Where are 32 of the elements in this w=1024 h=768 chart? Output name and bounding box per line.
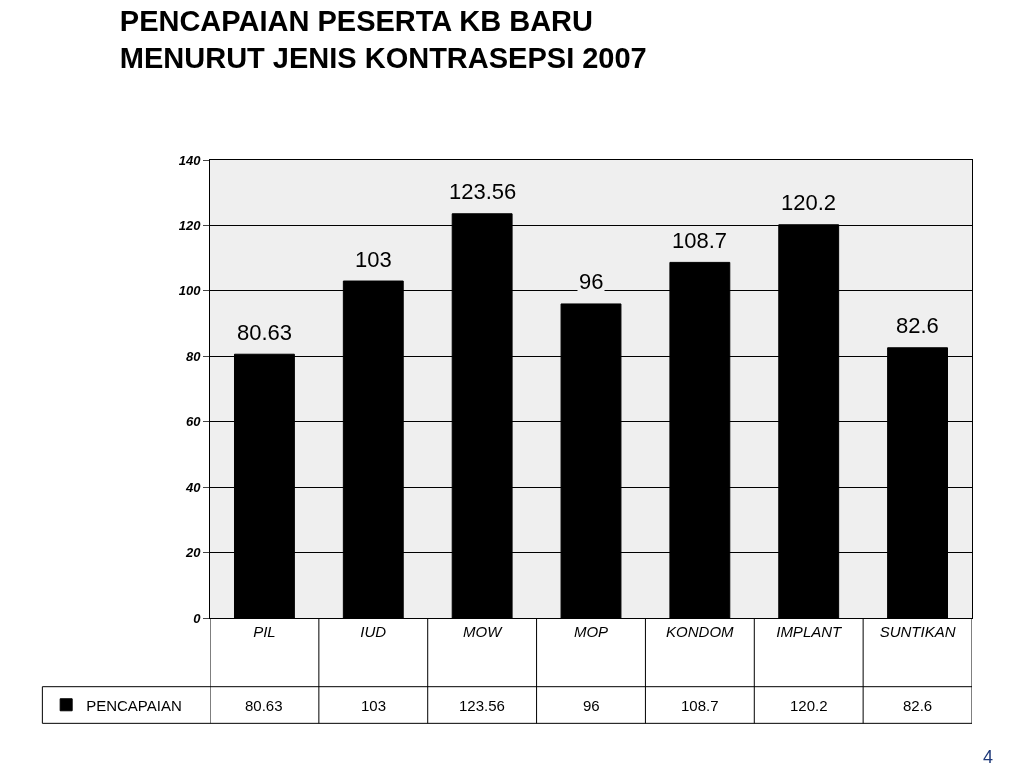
data-label: 108.7 bbox=[681, 697, 719, 714]
y-tick-label: 40 bbox=[184, 479, 202, 495]
data-label: 80.63 bbox=[245, 697, 283, 714]
text: 4 bbox=[983, 747, 994, 767]
annotation: 96 bbox=[579, 269, 604, 294]
y-tick-label: 100 bbox=[178, 283, 202, 299]
y-tick-label: 120 bbox=[178, 217, 202, 233]
y-tick-label: 60 bbox=[185, 414, 202, 430]
annotation: 108.7 bbox=[672, 228, 728, 253]
legend-label: PENCAPAIAN bbox=[86, 696, 182, 714]
data-label: 96 bbox=[583, 697, 600, 714]
data-label: 123.56 bbox=[459, 697, 505, 714]
data-label: 82.6 bbox=[903, 697, 933, 714]
y-tick-label: 20 bbox=[184, 545, 202, 561]
x-tick-label: SUNTIKAN bbox=[879, 623, 956, 640]
x-tick-label: PIL bbox=[253, 623, 276, 640]
y-tick-label: 0 bbox=[193, 610, 202, 626]
x-tick-label: KONDOM bbox=[666, 623, 735, 640]
x-tick-label: IUD bbox=[360, 623, 387, 640]
annotation: 120.2 bbox=[781, 190, 837, 215]
chart-title: PENCAPAIAN PESERTA KB BARU MENURUT JENIS KONTRASEPSI 2007 bbox=[119, 4, 647, 75]
annotation: 82.6 bbox=[896, 313, 939, 338]
data-label: 103 bbox=[361, 697, 387, 714]
y-tick-label: 140 bbox=[178, 152, 202, 168]
x-tick-label: IMPLANT bbox=[776, 623, 844, 640]
y-tick-label: 80 bbox=[185, 348, 202, 364]
annotation: 123.56 bbox=[449, 179, 517, 204]
x-tick-label: MOW bbox=[462, 623, 504, 640]
annotation: 80.63 bbox=[237, 320, 293, 345]
data-label: 120.2 bbox=[790, 697, 828, 714]
annotation: 103 bbox=[355, 247, 392, 272]
x-tick-label: MOP bbox=[573, 623, 609, 640]
